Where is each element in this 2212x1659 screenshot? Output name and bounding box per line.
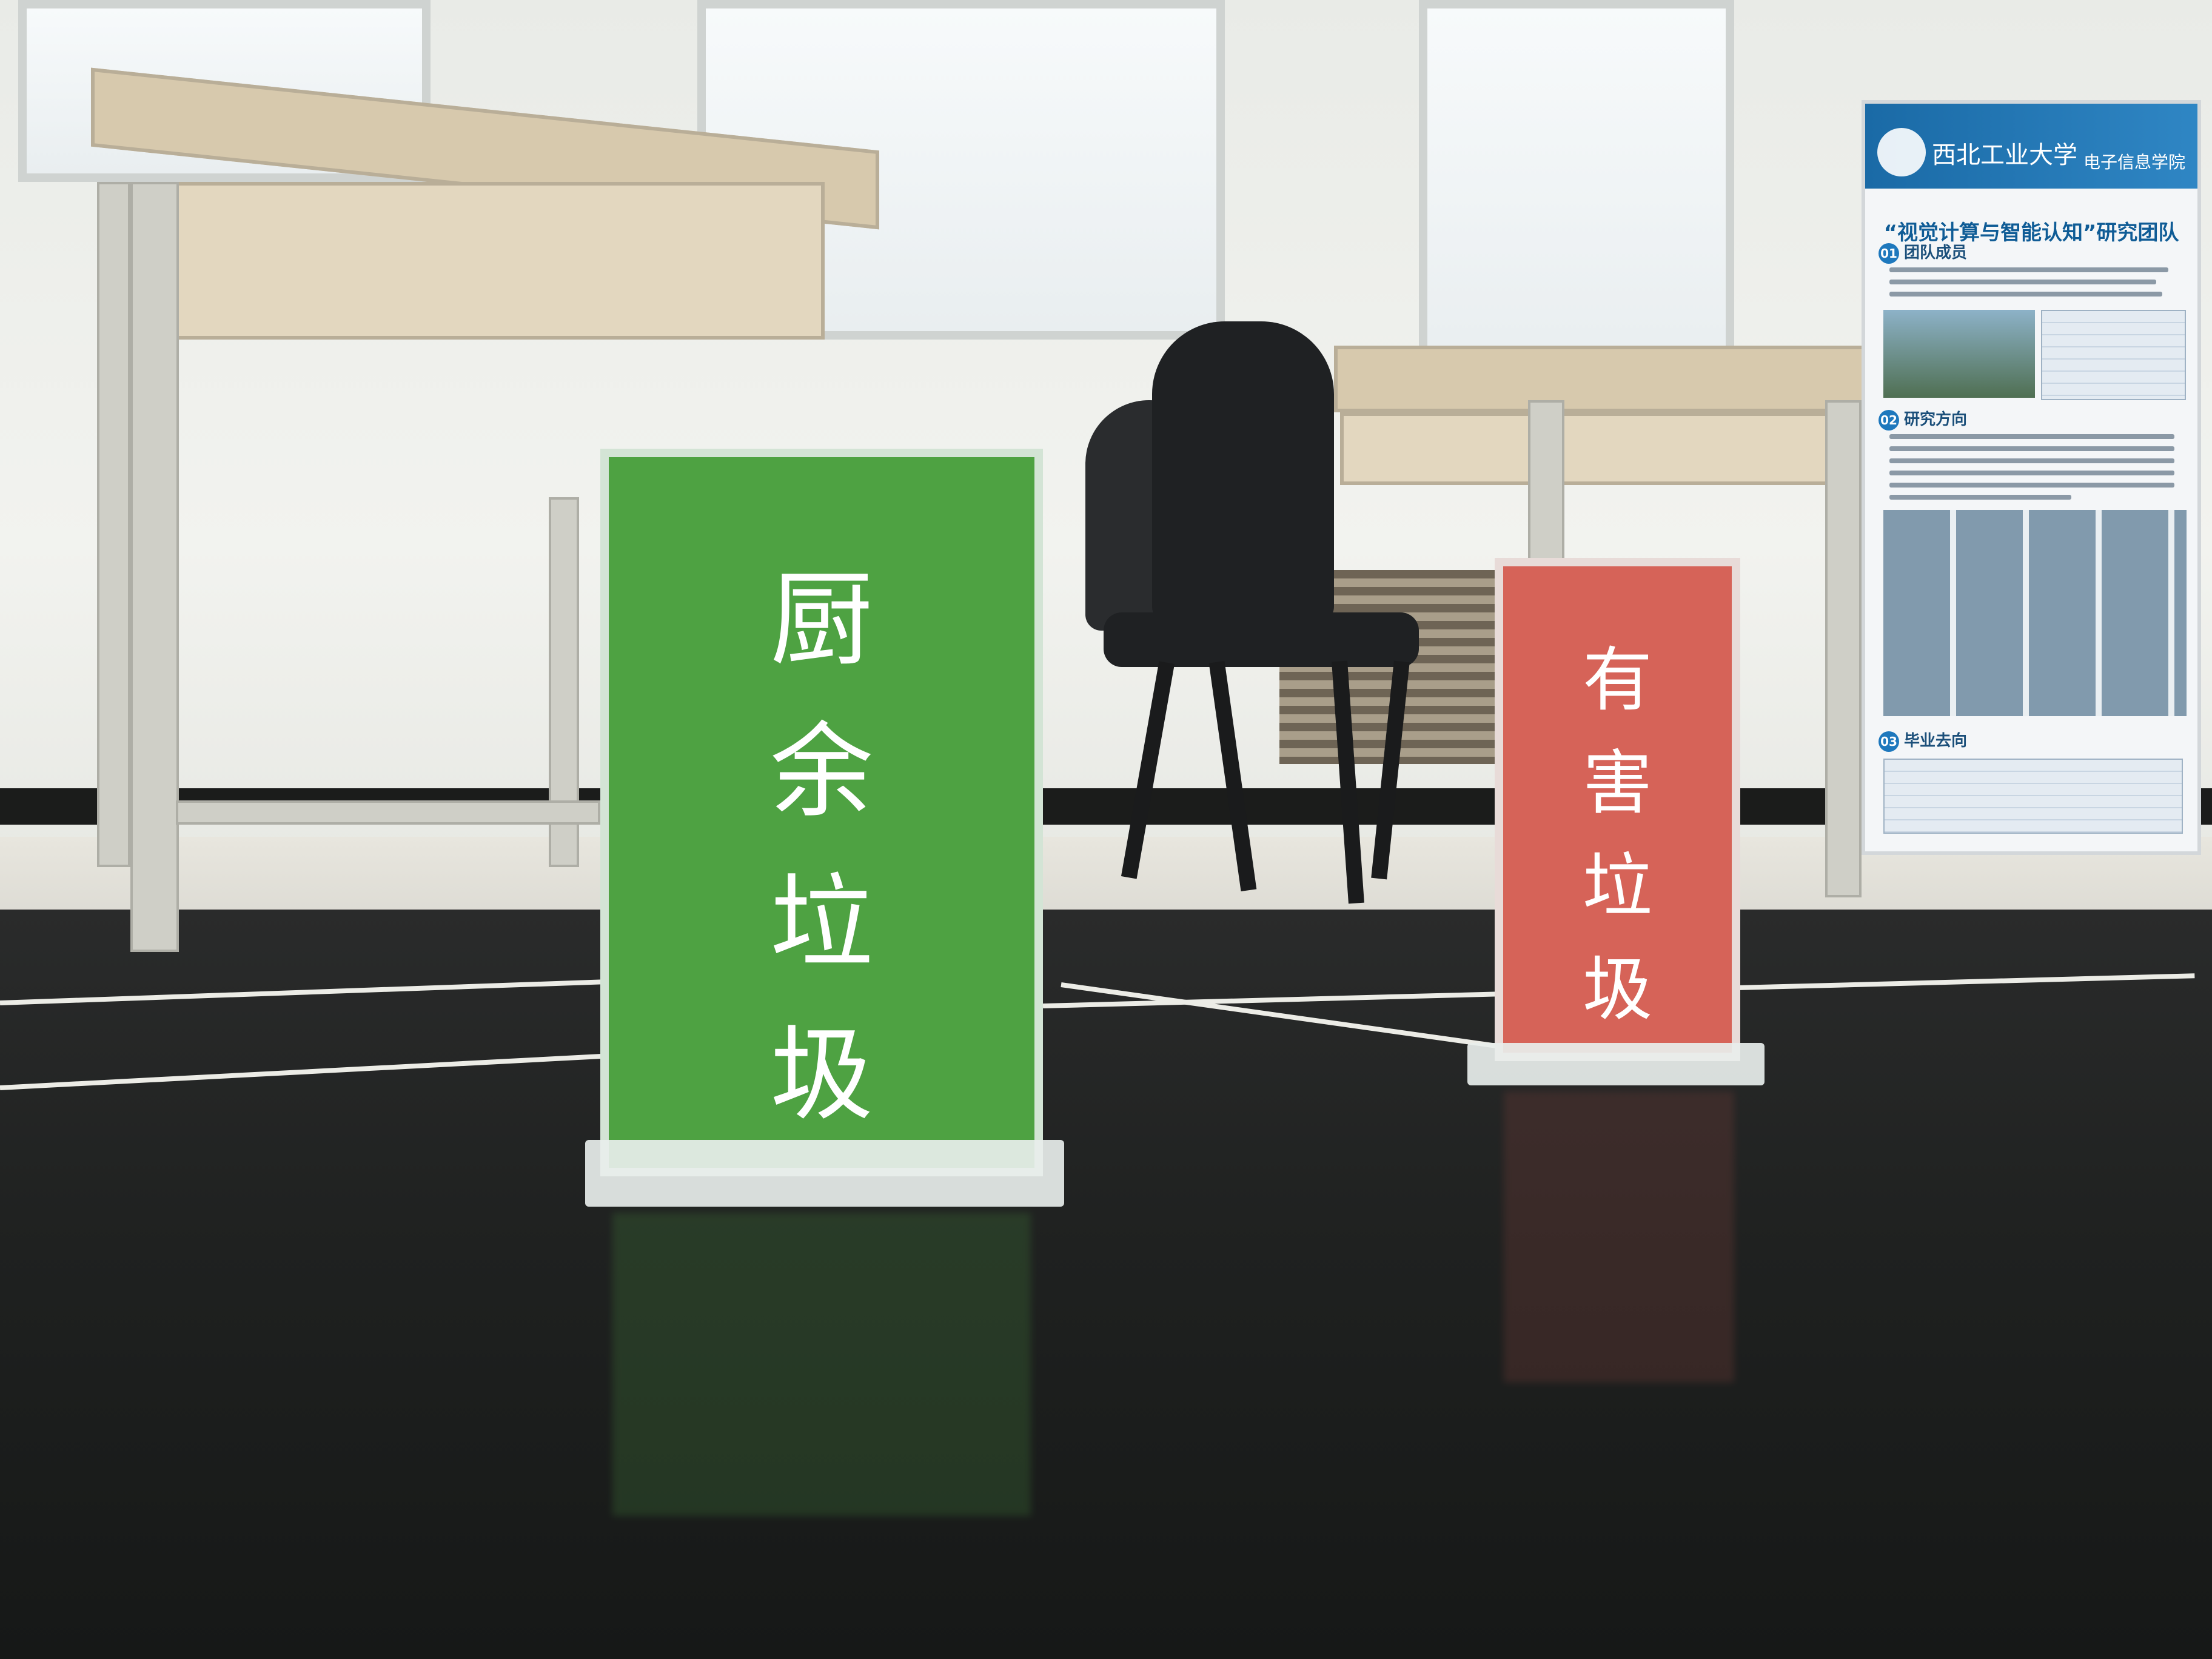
desk-left-leg [130, 182, 179, 952]
graduate-table [1883, 759, 2183, 834]
hazardous-waste-sign: 有 害 垃 圾 [1495, 558, 1740, 1061]
text-line [1889, 434, 2174, 439]
desk-right-drawer [1340, 412, 1843, 485]
desk-right-top [1334, 346, 1880, 412]
text-line [1889, 471, 2174, 475]
chair-back [1152, 321, 1334, 625]
sign-char: 垃 [769, 863, 873, 984]
sign-char: 余 [769, 712, 873, 832]
text-line [1889, 483, 2174, 488]
kitchen-waste-sign-reflection [612, 1213, 1031, 1516]
desk-right-leg [1825, 400, 1862, 897]
sign-char: 有 [1582, 640, 1652, 721]
hazardous-waste-sign-stand [1467, 1043, 1765, 1085]
research-images [1883, 510, 2187, 716]
chair-seat [1104, 612, 1419, 667]
section-heading: 研究方向 [1904, 411, 1968, 429]
university-logo-icon [1877, 128, 1926, 176]
text-line [1889, 446, 2174, 451]
text-line [1889, 267, 2168, 272]
desk-left-rail [176, 800, 600, 825]
kitchen-waste-sign: 厨 余 垃 圾 [600, 449, 1043, 1176]
poster-section-2: 02 研究方向 [1879, 407, 1967, 431]
section-number: 02 [1879, 410, 1899, 431]
poster-title: “视觉计算与智能认知”研究团队 [1883, 221, 2179, 245]
poster-school-name: 西北工业大学 [1932, 141, 2077, 169]
section-heading: 团队成员 [1904, 244, 1968, 262]
kitchen-waste-sign-stand [585, 1140, 1064, 1207]
poster-header: 西北工业大学 电子信息学院 [1865, 104, 2197, 189]
poster-college: 电子信息学院 [2083, 152, 2185, 172]
desk-left-drawer [164, 182, 825, 340]
sign-char: 害 [1582, 743, 1652, 824]
poster-section-1: 01 团队成员 [1879, 240, 1967, 264]
sign-char: 圾 [769, 1015, 873, 1135]
text-line [1889, 458, 2174, 463]
section-number: 01 [1879, 243, 1899, 264]
section-heading: 毕业去向 [1904, 732, 1968, 750]
team-photo [1883, 310, 2035, 398]
desk-left-leg [97, 182, 130, 867]
text-line [1889, 495, 2071, 500]
floor [0, 910, 2212, 1659]
sign-char: 垃 [1582, 846, 1652, 927]
sign-char: 圾 [1582, 949, 1652, 1030]
text-line [1889, 292, 2162, 297]
poster-banner: 西北工业大学 电子信息学院 “视觉计算与智能认知”研究团队 01 团队成员 02 研… [1862, 100, 2201, 855]
section-number: 03 [1879, 731, 1899, 752]
text-line [1889, 280, 2156, 284]
sign-char: 厨 [769, 560, 873, 680]
poster-section-3: 03 毕业去向 [1879, 728, 1967, 752]
window [1419, 0, 1734, 376]
member-table [2041, 310, 2186, 400]
hazardous-waste-sign-reflection [1504, 1091, 1734, 1382]
